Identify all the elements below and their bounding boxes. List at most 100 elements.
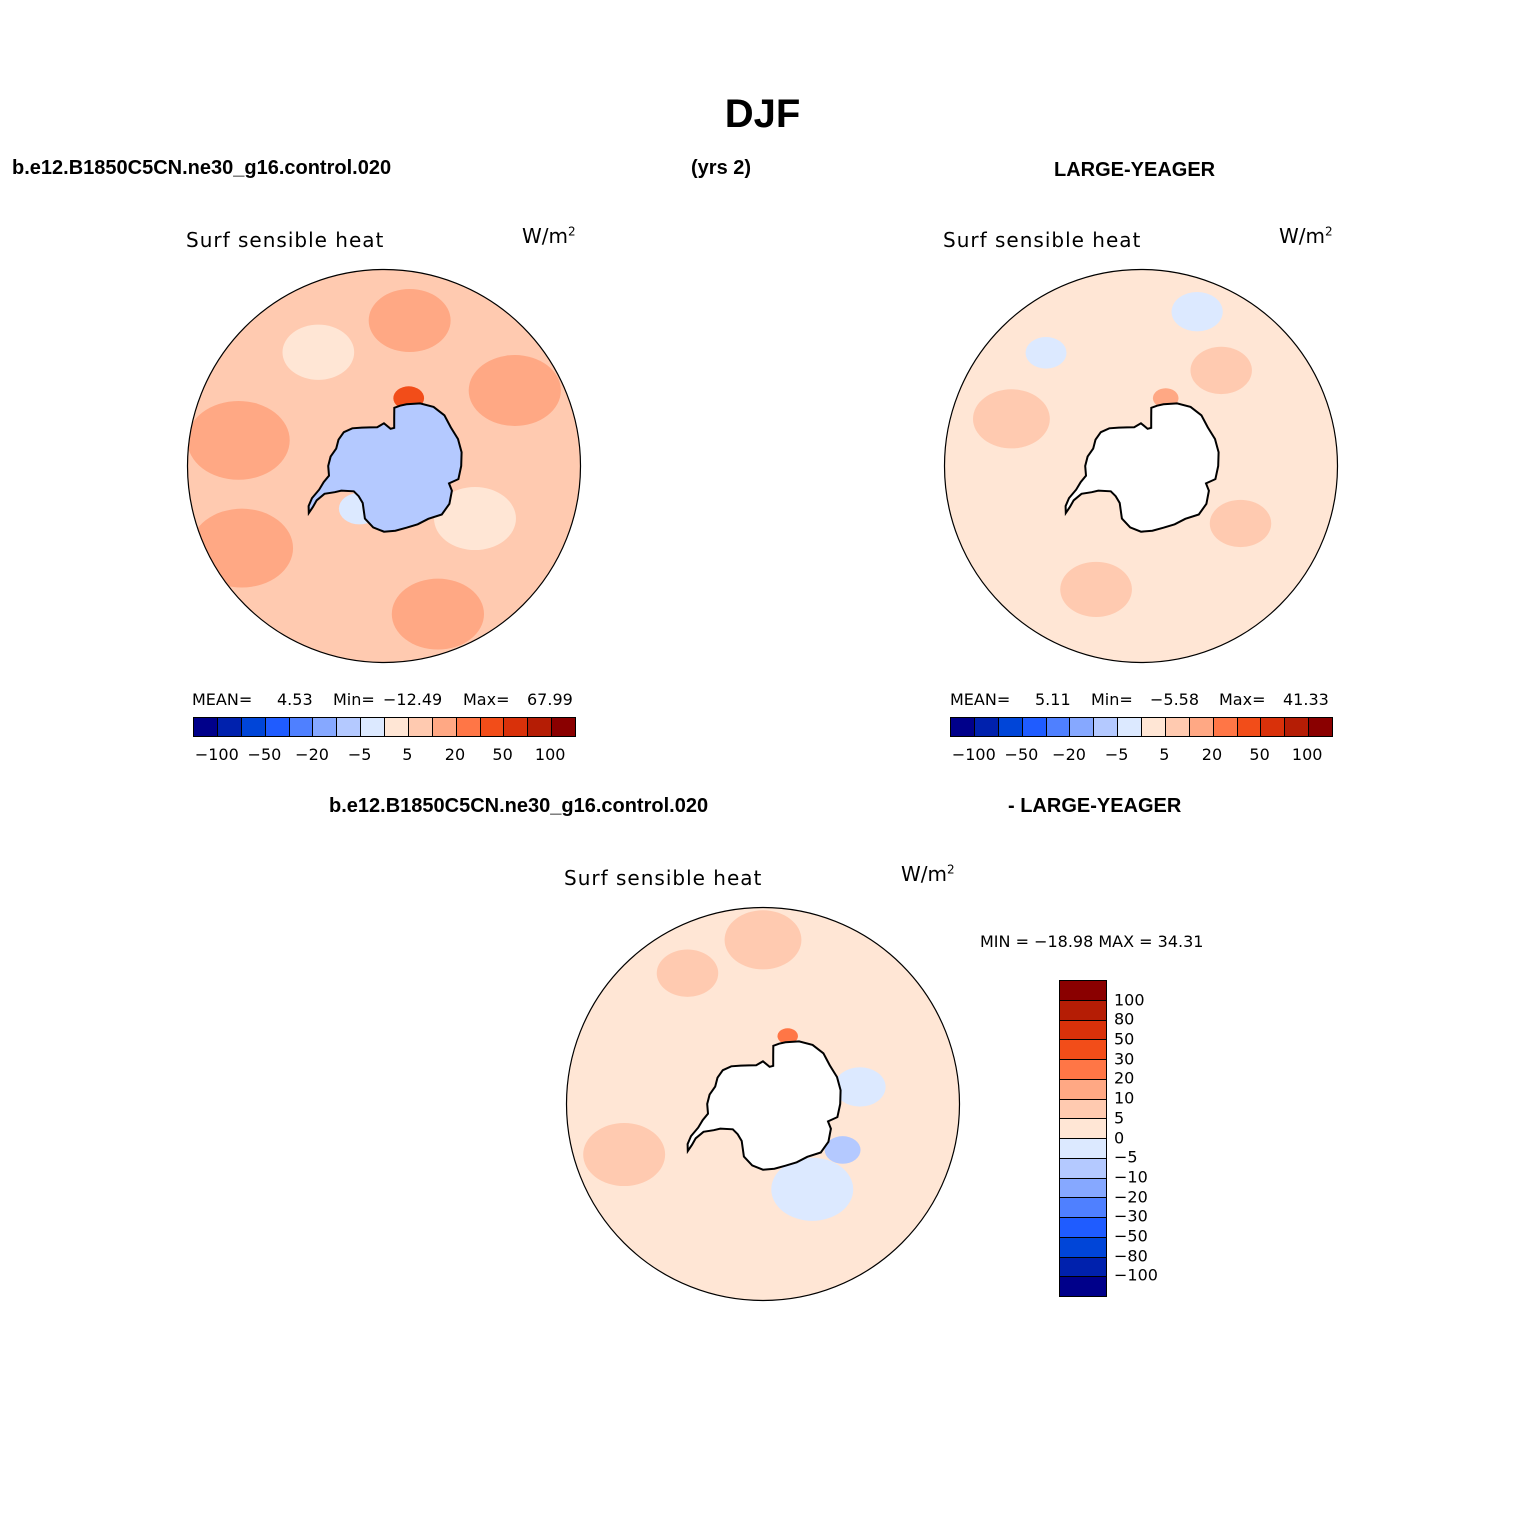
colorbar-label: 100 [1114,990,1145,1010]
colorbar-swatch [1060,1119,1106,1139]
model-mean-label: MEAN= [192,690,253,709]
diff-case-label: b.e12.B1850C5CN.ne30_g16.control.020 [329,795,709,817]
colorbar-swatch [194,718,218,736]
colorbar-tick: 50 [1249,745,1270,764]
colorbar-swatch [1060,1178,1106,1199]
colorbar-swatch [951,718,975,736]
contour-patch [824,1136,861,1164]
colorbar-tick: 20 [1201,745,1223,764]
contour-patch [1209,499,1272,548]
colorbar-swatch [480,718,505,736]
contour-patch [973,389,1050,449]
colorbar-swatch [432,718,457,736]
obs-colorbar-ticks: −100 −50 −20 −5 5 20 50 100 [950,745,1331,765]
colorbar-tick: −5 [1104,745,1129,764]
contour-patch [468,355,561,426]
colorbar-swatch [552,718,575,736]
model-max-value: 67.99 [527,690,573,709]
colorbar-swatch [1060,1000,1106,1021]
contour-patch [434,487,516,551]
obs-polar-map [943,268,1339,664]
colorbar-swatch [361,718,385,736]
colorbar-tick: 5 [402,745,413,764]
antarctica-coastline [307,402,463,533]
colorbar-tick: 20 [444,745,466,764]
model-min-value: −12.49 [383,690,443,709]
contour-patch [724,910,802,970]
obs-colorbar [950,717,1333,737]
colorbar-swatch [217,718,242,736]
model-colorbar-ticks: −100 −50 −20 −5 5 20 50 100 [193,745,574,765]
obs-name-label: LARGE-YEAGER [1054,159,1216,181]
colorbar-swatch [241,718,266,736]
contour-patch [1171,292,1223,332]
contour-patch [1025,337,1067,369]
colorbar-tick: −100 [951,745,996,764]
colorbar-swatch [313,718,338,736]
obs-max-label: Max= [1219,690,1266,709]
colorbar-label: −30 [1114,1206,1148,1226]
colorbar-swatch [337,718,362,736]
colorbar-swatch [265,718,290,736]
colorbar-swatch [1060,1079,1106,1100]
colorbar-swatch [1060,1218,1106,1238]
model-panel-title: Surf sensible heat [186,228,385,252]
colorbar-swatch [504,718,529,736]
colorbar-swatch [1060,981,1106,1001]
colorbar-label: −80 [1114,1246,1148,1266]
colorbar-swatch [1060,1158,1106,1179]
contour-patch [777,1028,798,1045]
colorbar-swatch [1060,1237,1106,1258]
contour-patch [656,949,719,997]
colorbar-label: −100 [1114,1265,1158,1285]
colorbar-label: 80 [1114,1009,1135,1029]
model-units: W/m2 [522,224,576,248]
colorbar-tick: −5 [347,745,372,764]
colorbar-swatch [1060,1020,1106,1041]
colorbar-swatch [1060,1257,1106,1278]
obs-mean-label: MEAN= [950,690,1011,709]
obs-mean-value: 5.11 [1035,690,1071,709]
contour-patch [1060,561,1132,617]
colorbar-tick: 100 [534,745,566,764]
colorbar-swatch [1165,718,1190,736]
model-mean-value: 4.53 [277,690,313,709]
colorbar-tick: −100 [194,745,239,764]
colorbar-swatch [1022,718,1047,736]
case-name-label: b.e12.B1850C5CN.ne30_g16.control.020 [12,157,392,179]
colorbar-swatch [1309,718,1332,736]
diff-colorbar [1059,980,1107,1297]
map-boundary [186,268,582,664]
diff-polar-map [565,906,961,1302]
diff-obs-label: - LARGE-YEAGER [1008,795,1182,817]
colorbar-swatch [1237,718,1262,736]
colorbar-swatch [1060,1277,1106,1296]
colorbar-swatch [1118,718,1142,736]
diff-units: W/m2 [901,862,955,886]
colorbar-tick: 50 [492,745,513,764]
obs-panel-title: Surf sensible heat [943,228,1142,252]
colorbar-swatch [998,718,1023,736]
colorbar-label: 30 [1114,1049,1135,1069]
obs-units: W/m2 [1279,224,1333,248]
colorbar-tick: −20 [295,745,329,764]
colorbar-swatch [1060,1198,1106,1218]
colorbar-label: 50 [1114,1029,1135,1049]
colorbar-swatch [1094,718,1119,736]
obs-min-label: Min= [1091,690,1133,709]
colorbar-label: −20 [1114,1187,1148,1207]
colorbar-label: −10 [1114,1167,1148,1187]
colorbar-tick: 5 [1159,745,1170,764]
diff-minmax-label: MIN = −18.98 MAX = 34.31 [980,932,1204,951]
colorbar-swatch [974,718,999,736]
contour-patch [1190,346,1252,395]
colorbar-label: 5 [1114,1108,1125,1128]
contour-patch [771,1157,854,1221]
colorbar-swatch [1261,718,1286,736]
colorbar-swatch [1285,718,1310,736]
colorbar-swatch [456,718,481,736]
contour-patch [834,1067,886,1107]
contour-patch [391,578,485,650]
colorbar-tick: −20 [1052,745,1086,764]
colorbar-tick: −50 [1004,745,1039,764]
